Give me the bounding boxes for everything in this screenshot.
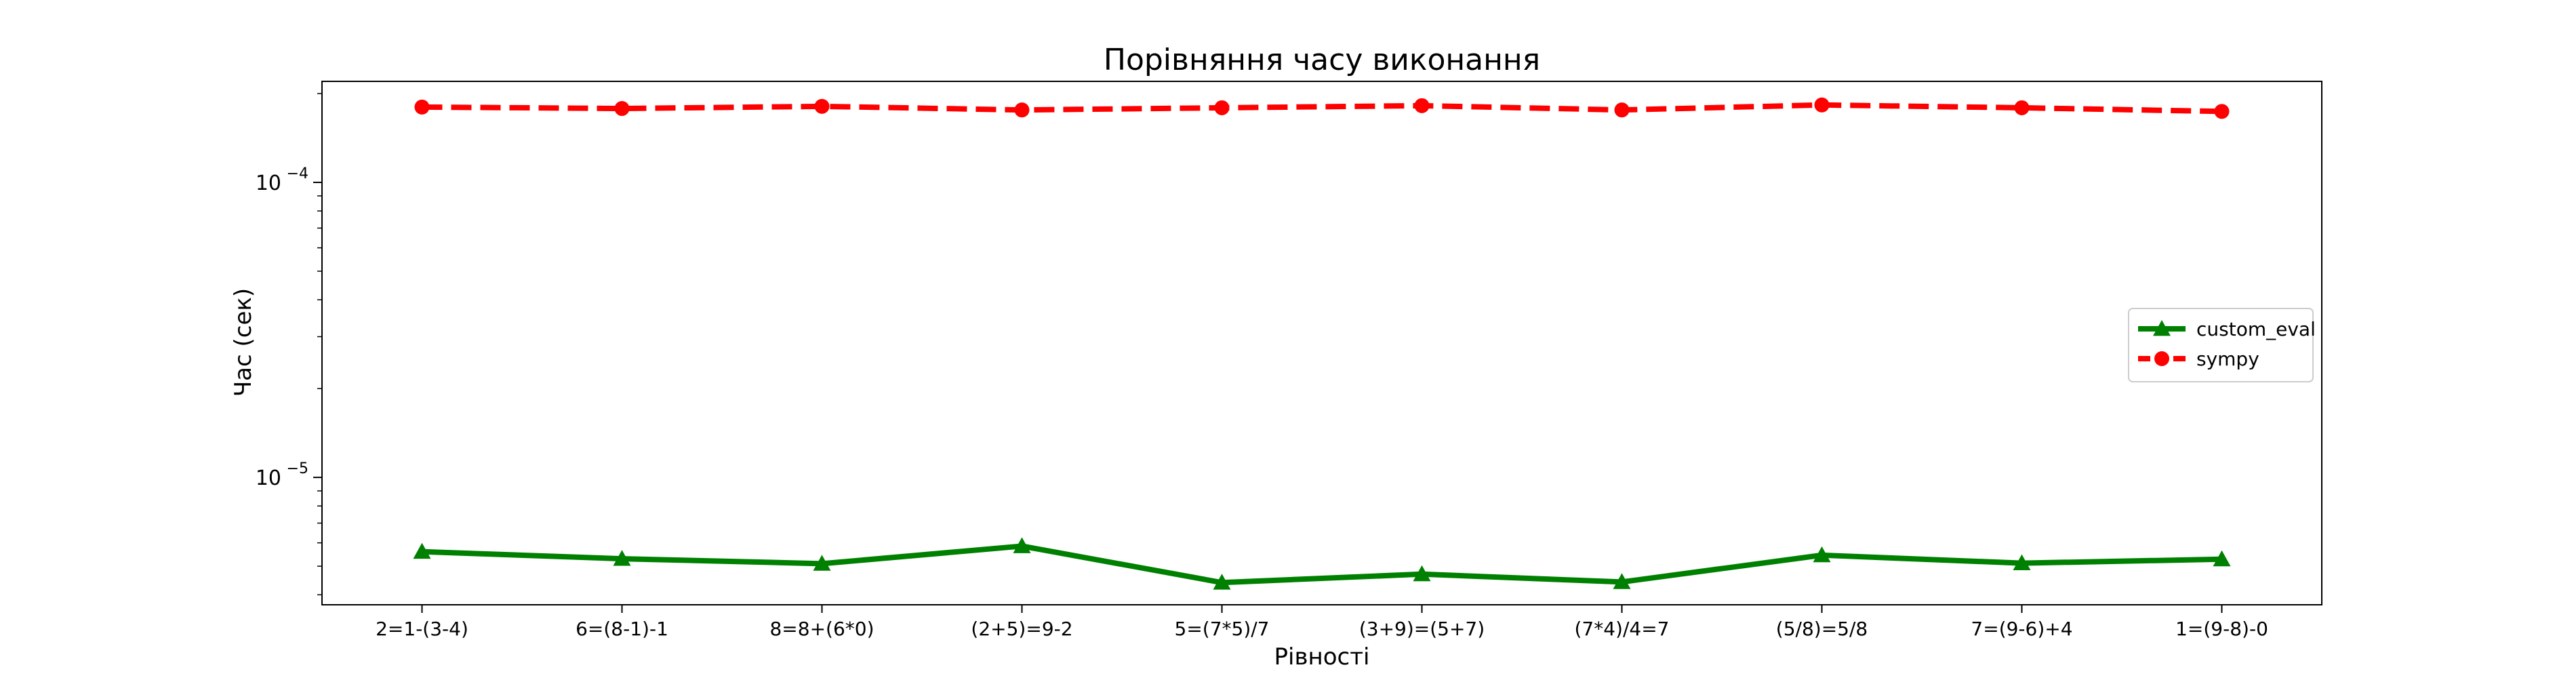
data-point-custom-eval <box>2213 550 2231 567</box>
data-point-custom-eval <box>413 542 431 559</box>
legend-marker-custom-eval <box>2153 320 2171 336</box>
x-tick-label: (2+5)=9-2 <box>971 618 1072 640</box>
x-tick-label: (7*4)/4=7 <box>1575 618 1670 640</box>
chart-title: Порівняння часу виконання <box>1104 43 1540 77</box>
x-tick-label: (3+9)=(5+7) <box>1359 618 1485 640</box>
data-point-sympy <box>2214 104 2230 119</box>
x-tick-label: 7=(9-6)+4 <box>1971 618 2072 640</box>
data-point-sympy <box>1814 97 1830 113</box>
data-point-custom-eval <box>2013 554 2031 571</box>
series-line-sympy <box>422 102 2222 115</box>
data-point-sympy <box>1214 100 1230 115</box>
x-tick-label: 5=(7*5)/7 <box>1175 618 1270 640</box>
y-tick-label: 10 <box>256 466 281 490</box>
data-point-custom-eval <box>1813 546 1831 563</box>
data-point-sympy <box>1014 102 1030 118</box>
data-point-sympy <box>614 101 630 117</box>
y-axis-label: Час (сек) <box>230 288 257 397</box>
y-tick-label: 10 <box>256 172 281 195</box>
data-point-sympy <box>2014 100 2030 115</box>
x-tick-label: 1=(9-8)-0 <box>2175 618 2268 640</box>
data-point-custom-eval <box>1613 573 1631 589</box>
data-point-custom-eval <box>613 550 631 566</box>
x-axis-label: Рівності <box>1274 643 1370 671</box>
data-point-custom-eval <box>813 555 831 571</box>
x-tick-label: 8=8+(6*0) <box>769 618 874 640</box>
y-tick-label-exponent: −4 <box>287 165 308 182</box>
series-line-custom-eval <box>422 543 2222 586</box>
x-tick-label: 6=(8-1)-1 <box>576 618 668 640</box>
data-point-custom-eval <box>1413 565 1431 582</box>
legend-label-sympy: sympy <box>2196 348 2259 370</box>
data-point-sympy <box>414 99 430 115</box>
y-tick-label-exponent: −5 <box>287 460 308 477</box>
data-point-custom-eval <box>1213 574 1231 590</box>
legend-marker-sympy <box>2154 351 2169 366</box>
data-point-custom-eval <box>1013 537 1031 553</box>
plot-area: 10 −5 10 −4 2=1-(3-4) 6=(8-1)-1 8=8+(6*0) (2+5)… <box>256 81 2322 640</box>
data-point-sympy <box>1414 98 1430 113</box>
legend-label-custom-eval: custom_eval <box>2196 318 2316 340</box>
x-tick-label: (5/8)=5/8 <box>1776 618 1868 640</box>
plot-frame <box>321 81 2322 605</box>
x-tick-label: 2=1-(3-4) <box>376 618 468 640</box>
data-point-sympy <box>814 98 830 114</box>
data-point-sympy <box>1614 102 1630 118</box>
